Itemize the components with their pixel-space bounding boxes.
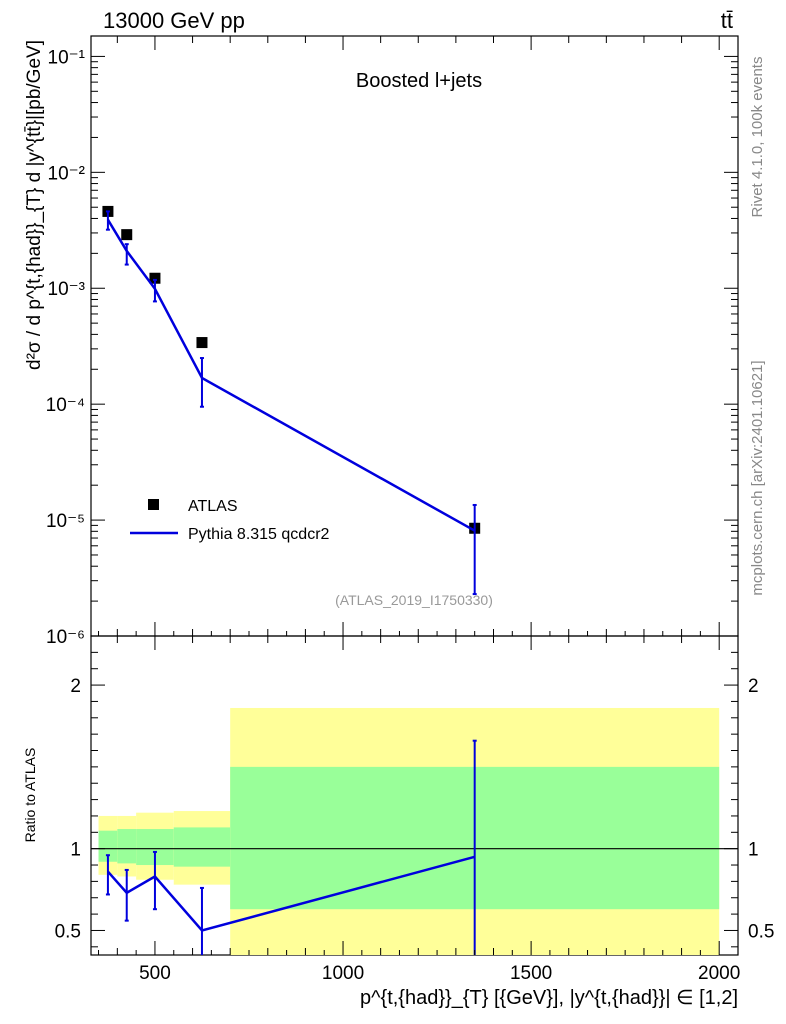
ratio-y-tick-label-left: 2 [70, 676, 81, 697]
green-band [117, 829, 137, 864]
green-band [173, 827, 231, 867]
source-annotation: (ATLAS_2019_I1750330) [335, 592, 493, 608]
legend-marker-atlas [148, 499, 159, 510]
main-y-tick-label: 10⁻⁴ [46, 395, 85, 416]
main-title: Boosted l+jets [356, 70, 482, 92]
atlas-data-point [149, 272, 161, 284]
rivet-version-label: Rivet 4.1.0, 100k events [749, 57, 766, 218]
ratio-y-tick-label-right: 0.5 [748, 921, 774, 942]
main-y-tick-label: 10⁻¹ [48, 47, 86, 68]
x-tick-label: 1500 [510, 963, 552, 984]
ratio-y-tick-label-right: 2 [748, 676, 759, 697]
ratio-y-tick-label-right: 1 [748, 840, 759, 861]
legend-label-atlas: ATLAS [188, 498, 238, 515]
x-axis-label: p^{t,{had}}_{T} [{GeV}], |y^{t,{had}}| ∈… [360, 987, 738, 1009]
atlas-data-point [196, 337, 208, 349]
main-y-tick-label: 10⁻⁶ [46, 627, 85, 648]
legend-label-pythia: Pythia 8.315 qcdcr2 [188, 526, 330, 543]
main-plot-frame [90, 35, 739, 637]
x-tick-label: 2000 [698, 963, 740, 984]
header-right: tt̄ [721, 8, 733, 33]
atlas-data-point [121, 229, 133, 241]
legend: ATLAS Pythia 8.315 qcdcr2 [130, 498, 330, 543]
ratio-y-tick-label-left: 0.5 [55, 921, 81, 942]
header-left: 13000 GeV pp [103, 8, 245, 33]
main-y-tick-label: 10⁻² [48, 163, 86, 184]
green-band [98, 830, 118, 862]
ratio-y-tick-label-left: 1 [70, 840, 81, 861]
mcplots-label: mcplots.cern.ch [arXiv:2401.10621] [749, 360, 766, 595]
pythia-line [106, 219, 476, 532]
x-tick-label: 500 [139, 963, 171, 984]
main-y-axis-label: d²σ / d p^{t,{had}}_{T} d |y^{tt̄}|[pb/G… [24, 40, 45, 370]
main-y-tick-label: 10⁻⁵ [46, 511, 85, 532]
ratio-y-axis-label: Ratio to ATLAS [22, 748, 38, 843]
x-tick-label: 1000 [322, 963, 364, 984]
main-y-tick-label: 10⁻³ [48, 279, 86, 300]
